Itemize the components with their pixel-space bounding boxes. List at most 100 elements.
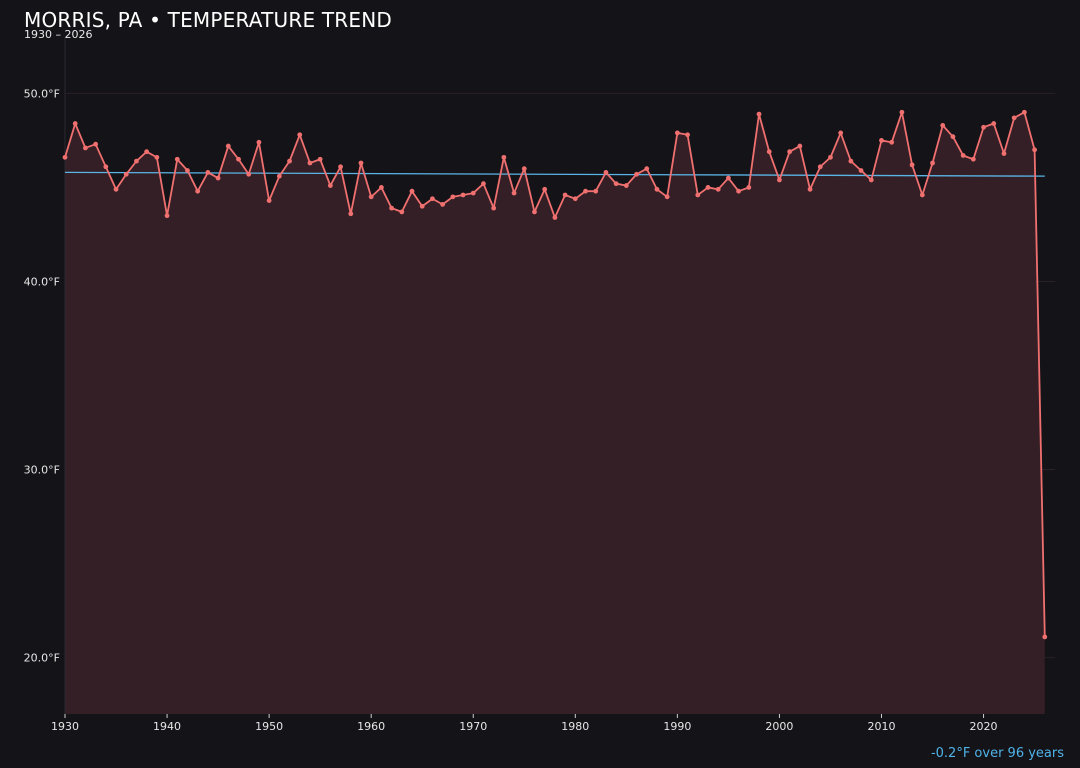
axis-layer [64, 37, 985, 718]
series-area [65, 112, 1045, 715]
data-point [368, 194, 374, 200]
data-point [644, 166, 650, 172]
area-layer [65, 112, 1045, 715]
data-point [256, 139, 262, 145]
data-point [134, 158, 139, 164]
data-point [797, 143, 803, 149]
data-point [246, 171, 252, 177]
data-point [787, 149, 793, 155]
x-tick-label: 2000 [765, 720, 793, 733]
data-point [613, 181, 619, 187]
data-point [307, 160, 313, 166]
data-point [746, 185, 752, 190]
data-point [736, 188, 742, 194]
chart-title: MORRIS, PA • TEMPERATURE TREND [24, 8, 392, 32]
x-tick-label: 2020 [970, 720, 998, 733]
data-point [521, 166, 527, 172]
data-point [838, 130, 844, 136]
data-point [72, 121, 78, 126]
data-point [858, 168, 864, 173]
data-point [532, 209, 537, 215]
data-point [603, 170, 609, 175]
data-point [317, 156, 323, 162]
data-point [113, 186, 119, 192]
data-point [389, 205, 394, 211]
data-point [83, 145, 88, 151]
data-point [1032, 147, 1037, 153]
points-layer [62, 109, 1048, 640]
data-point [470, 190, 476, 196]
data-point [695, 192, 701, 198]
data-point [705, 185, 711, 190]
data-point [154, 154, 160, 160]
x-tick-label: 2010 [867, 720, 895, 733]
data-point [399, 209, 405, 215]
data-point [777, 177, 782, 183]
data-point [654, 186, 660, 192]
data-point [991, 121, 997, 126]
data-point [807, 186, 813, 192]
data-point [409, 188, 415, 194]
x-tick-label: 1960 [357, 720, 385, 733]
data-point [276, 173, 282, 179]
data-point [236, 156, 241, 162]
y-tick-label: 20.0°F [24, 652, 60, 665]
data-point [174, 156, 180, 162]
data-point [828, 154, 833, 160]
data-point [572, 196, 578, 202]
data-point [868, 177, 874, 183]
data-point [950, 134, 956, 140]
x-tick-label: 1970 [459, 720, 487, 733]
x-tick-label: 1990 [663, 720, 691, 733]
x-tick-labels: 1930 1940 1950 1960 1970 1980 1990 2000 2010 2020 [51, 720, 998, 733]
trend-line [64, 171, 1045, 177]
trend-summary: -0.2°F over 96 years [930, 746, 1064, 761]
data-point [685, 132, 690, 138]
data-point [930, 160, 935, 166]
data-point [205, 170, 211, 175]
data-point [491, 205, 497, 211]
data-point [583, 188, 588, 194]
data-point [266, 198, 272, 204]
data-point [195, 188, 201, 194]
data-point [664, 194, 670, 200]
x-tick-label: 1930 [51, 720, 79, 733]
data-point [899, 109, 905, 115]
data-point [440, 201, 446, 207]
data-point [123, 171, 129, 177]
data-point [848, 158, 854, 164]
data-point [358, 160, 364, 166]
data-point [909, 162, 915, 168]
data-point [919, 192, 925, 198]
trend-layer [64, 171, 1045, 177]
data-point [1042, 634, 1048, 640]
data-point [715, 186, 721, 192]
data-point [225, 143, 231, 149]
data-point [674, 130, 680, 136]
data-point [1001, 151, 1007, 156]
data-point [338, 164, 343, 170]
x-tick-label: 1940 [153, 720, 181, 733]
data-point [297, 132, 303, 138]
data-point [940, 122, 946, 128]
data-point [103, 164, 109, 170]
data-point [1011, 115, 1017, 121]
data-point [185, 168, 190, 173]
data-point [817, 164, 823, 170]
data-point [62, 154, 68, 160]
chart-subtitle: 1930 – 2026 [24, 28, 93, 41]
x-tick-label: 1950 [255, 720, 283, 733]
data-point [93, 141, 99, 147]
data-point [970, 156, 976, 162]
y-tick-label: 30.0°F [24, 464, 60, 477]
data-point [450, 194, 456, 200]
data-point [593, 188, 599, 194]
data-point [164, 213, 170, 219]
data-point [623, 183, 629, 188]
data-point [542, 186, 548, 192]
data-point [960, 153, 966, 158]
data-point [1021, 109, 1027, 115]
data-point [766, 149, 772, 155]
data-point [348, 211, 354, 217]
